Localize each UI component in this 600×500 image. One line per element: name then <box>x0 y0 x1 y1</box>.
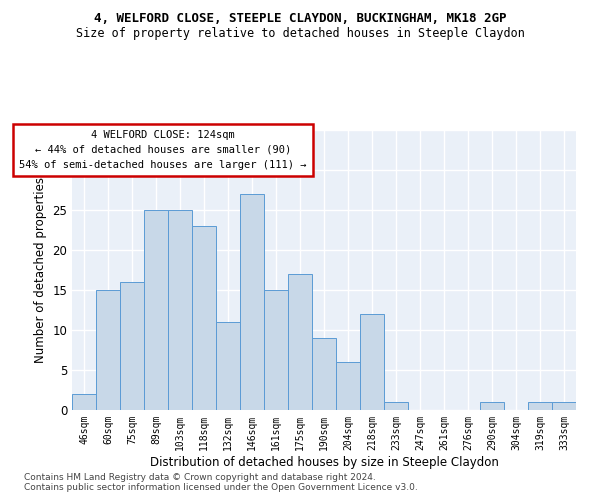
Bar <box>336 362 360 410</box>
Bar <box>144 210 168 410</box>
Bar <box>384 402 408 410</box>
Bar <box>264 290 288 410</box>
Bar <box>552 402 576 410</box>
Bar <box>360 314 384 410</box>
Bar <box>216 322 240 410</box>
Bar <box>120 282 144 410</box>
Text: Contains HM Land Registry data © Crown copyright and database right 2024.: Contains HM Land Registry data © Crown c… <box>24 472 376 482</box>
Bar <box>168 210 192 410</box>
Text: 4, WELFORD CLOSE, STEEPLE CLAYDON, BUCKINGHAM, MK18 2GP: 4, WELFORD CLOSE, STEEPLE CLAYDON, BUCKI… <box>94 12 506 26</box>
Bar <box>192 226 216 410</box>
Bar <box>528 402 552 410</box>
Bar <box>288 274 312 410</box>
Bar <box>72 394 96 410</box>
Bar <box>96 290 120 410</box>
Bar <box>312 338 336 410</box>
Text: Contains public sector information licensed under the Open Government Licence v3: Contains public sector information licen… <box>24 484 418 492</box>
Bar <box>240 194 264 410</box>
X-axis label: Distribution of detached houses by size in Steeple Claydon: Distribution of detached houses by size … <box>149 456 499 468</box>
Y-axis label: Number of detached properties: Number of detached properties <box>34 177 47 363</box>
Bar <box>480 402 504 410</box>
Text: 4 WELFORD CLOSE: 124sqm
← 44% of detached houses are smaller (90)
54% of semi-de: 4 WELFORD CLOSE: 124sqm ← 44% of detache… <box>19 130 307 170</box>
Text: Size of property relative to detached houses in Steeple Claydon: Size of property relative to detached ho… <box>76 28 524 40</box>
